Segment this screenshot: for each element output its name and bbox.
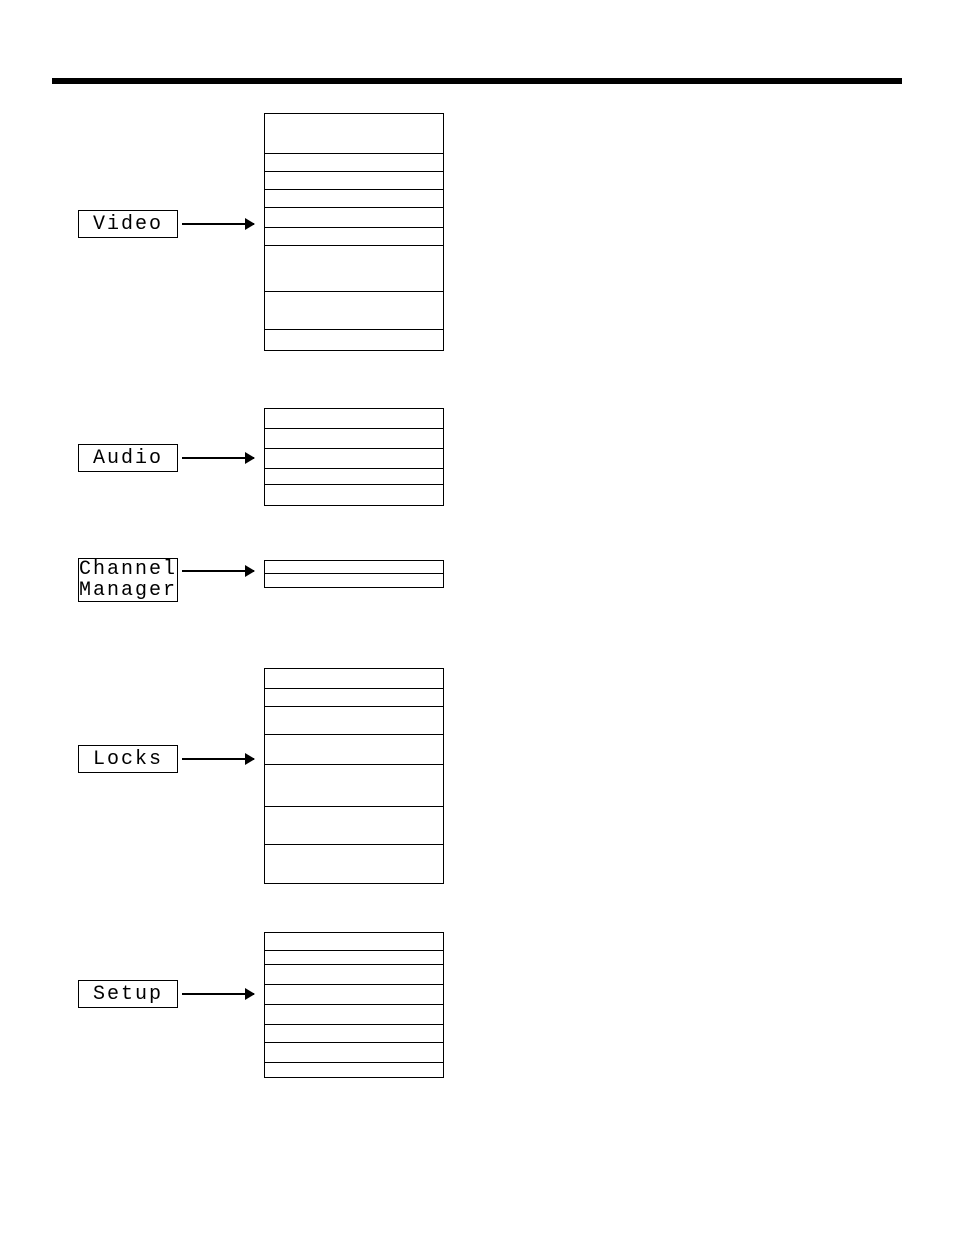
table-row [265,951,443,965]
locks-arrow [182,758,254,760]
table-row [265,707,443,735]
table-row [265,469,443,485]
table-row [265,845,443,883]
channel-manager-table [264,560,444,588]
channel-manager-arrow [182,570,254,572]
table-row [265,330,443,350]
table-row [265,933,443,951]
table-row [265,1043,443,1063]
table-row [265,574,443,587]
setup-label-box: Setup [78,980,178,1008]
locks-label: Locks [93,749,163,770]
table-row [265,561,443,574]
page-rule [52,78,902,84]
table-row [265,292,443,330]
video-arrow [182,223,254,225]
table-row [265,965,443,985]
table-row [265,409,443,429]
setup-arrow [182,993,254,995]
table-row [265,228,443,246]
table-row [265,1063,443,1077]
table-row [265,485,443,505]
locks-label-box: Locks [78,745,178,773]
video-table [264,113,444,351]
table-row [265,154,443,172]
table-row [265,807,443,845]
channel-manager-label-box: Channel Manager [78,558,178,602]
audio-arrow [182,457,254,459]
audio-label: Audio [93,448,163,469]
setup-table [264,932,444,1078]
table-row [265,735,443,765]
locks-table [264,668,444,884]
table-row [265,985,443,1005]
table-row [265,449,443,469]
table-row [265,190,443,208]
table-row [265,1005,443,1025]
table-row [265,1025,443,1043]
audio-label-box: Audio [78,444,178,472]
table-row [265,669,443,689]
table-row [265,689,443,707]
video-label: Video [93,214,163,235]
table-row [265,208,443,228]
video-label-box: Video [78,210,178,238]
channel-manager-label: Channel Manager [79,559,177,601]
table-row [265,765,443,807]
table-row [265,172,443,190]
audio-table [264,408,444,506]
table-row [265,114,443,154]
table-row [265,246,443,292]
table-row [265,429,443,449]
setup-label: Setup [93,984,163,1005]
